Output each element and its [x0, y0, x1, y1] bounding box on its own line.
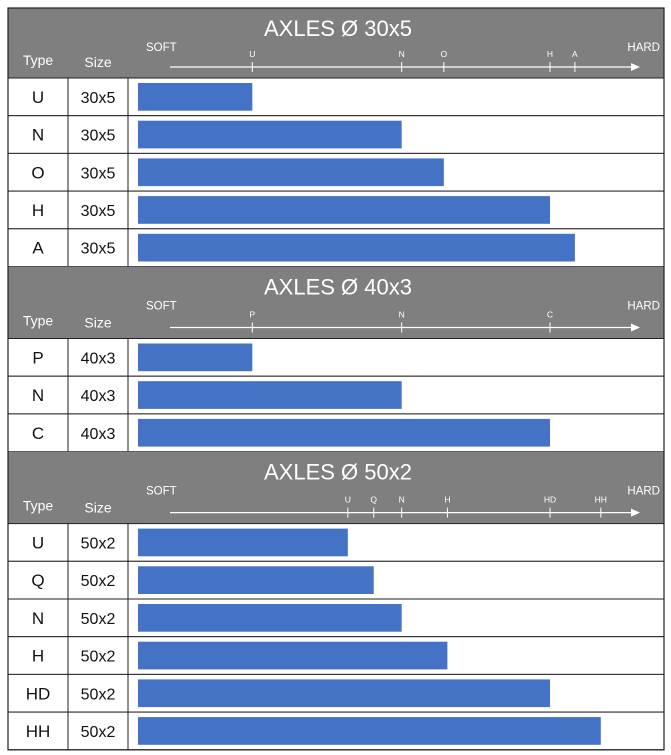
- hardness-bar: [138, 343, 253, 372]
- hardness-bar: [138, 566, 374, 594]
- section-header: [8, 451, 664, 524]
- section-header: [8, 266, 664, 339]
- row-type: N: [32, 126, 44, 145]
- hardness-bar: [138, 679, 551, 708]
- column-header-type: Type: [23, 313, 54, 329]
- row-type: U: [32, 88, 44, 107]
- axis-tick-label: A: [572, 49, 578, 59]
- row-size: 40x3: [81, 388, 116, 405]
- hardness-bar: [138, 120, 402, 149]
- hardness-bar: [138, 641, 448, 670]
- axis-tick-label: N: [399, 49, 405, 59]
- axis-tick-label: N: [399, 495, 405, 505]
- column-header-type: Type: [23, 498, 54, 514]
- axis-tick-label: C: [547, 310, 553, 320]
- row-size: 50x2: [81, 573, 116, 590]
- hardness-axis-arrowhead: [631, 323, 640, 332]
- row-size: 50x2: [81, 649, 116, 666]
- axis-tick-label: HH: [595, 495, 607, 505]
- scale-hard-label: HARD: [627, 301, 660, 313]
- axis-tick-label: HD: [544, 495, 556, 505]
- row-size: 40x3: [81, 426, 116, 443]
- hardness-axis-arrowhead: [631, 63, 640, 71]
- section-title: AXLES Ø 40x3: [264, 275, 412, 300]
- row-type: N: [32, 609, 44, 628]
- row-size: 50x2: [81, 724, 116, 741]
- row-type: HD: [26, 684, 51, 703]
- hardness-bar: [138, 158, 444, 187]
- column-header-type: Type: [23, 52, 54, 68]
- hardness-bar: [138, 604, 402, 632]
- hardness-bar: [138, 717, 601, 745]
- row-size: 40x3: [81, 350, 116, 367]
- scale-hard-label: HARD: [627, 42, 660, 54]
- axis-tick-label: U: [249, 49, 255, 59]
- row-size: 50x2: [81, 535, 116, 552]
- axis-tick-label: H: [444, 495, 450, 505]
- section-header: [8, 8, 664, 78]
- table-row: [7, 338, 665, 377]
- column-header-size: Size: [84, 500, 111, 516]
- row-type: N: [32, 386, 44, 405]
- row-size: 30x5: [81, 90, 116, 107]
- section-title: AXLES Ø 30x5: [264, 16, 412, 41]
- row-type: Q: [31, 571, 44, 590]
- row-type: U: [32, 533, 44, 552]
- axis-tick-label: P: [249, 310, 255, 320]
- hardness-axis-arrowhead: [631, 508, 640, 517]
- hardness-bar: [138, 418, 551, 447]
- hardness-bar: [138, 196, 551, 224]
- row-size: 30x5: [81, 241, 116, 258]
- row-type: HH: [26, 722, 51, 741]
- row-type: H: [32, 201, 44, 220]
- scale-soft-label: SOFT: [146, 301, 177, 313]
- scale-soft-label: SOFT: [146, 42, 177, 54]
- row-size: 30x5: [81, 165, 116, 182]
- table-border: [7, 7, 665, 751]
- row-type: P: [32, 348, 43, 367]
- hardness-bar: [138, 528, 348, 557]
- hardness-bar: [138, 83, 253, 111]
- axis-tick-label: H: [547, 49, 553, 59]
- row-type: H: [32, 647, 44, 666]
- section-title: AXLES Ø 50x2: [264, 460, 412, 485]
- row-size: 50x2: [81, 611, 116, 628]
- hardness-bar: [138, 233, 575, 262]
- axis-tick-label: O: [441, 49, 448, 59]
- axis-tick-label: Q: [370, 495, 377, 505]
- hardness-bar: [138, 381, 402, 409]
- row-type: C: [32, 424, 44, 443]
- scale-hard-label: HARD: [627, 486, 660, 498]
- row-size: 30x5: [81, 203, 116, 220]
- column-header-size: Size: [84, 315, 111, 331]
- scale-soft-label: SOFT: [146, 486, 177, 498]
- axis-tick-label: U: [345, 495, 351, 505]
- row-size: 30x5: [81, 128, 116, 145]
- row-size: 50x2: [81, 686, 116, 703]
- row-type: O: [31, 163, 44, 182]
- axis-tick-label: N: [399, 310, 405, 320]
- row-type: A: [32, 239, 44, 258]
- column-header-size: Size: [84, 54, 111, 70]
